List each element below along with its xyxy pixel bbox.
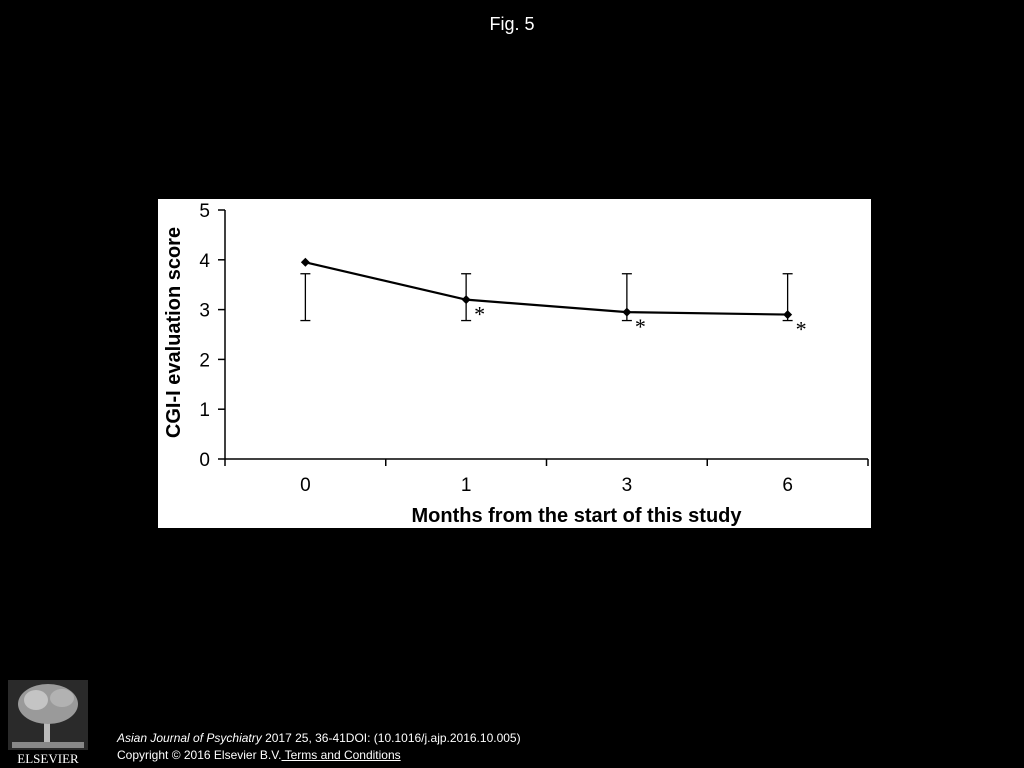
line-chart: 0 1 2 3 4 5 0 1 3 6 Months from the start of this … [163, 201, 869, 527]
y-tick-label: 4 [199, 251, 210, 272]
x-tick-label: 1 [461, 475, 472, 496]
y-tick-label: 2 [199, 350, 210, 371]
data-point [300, 257, 310, 267]
x-tick-label: 0 [300, 475, 311, 496]
data-point [622, 307, 632, 317]
x-tick-label: 3 [622, 475, 633, 496]
y-tick-label: 1 [199, 400, 210, 421]
chart-panel: 0 1 2 3 4 5 0 1 3 6 Months from the start of this … [158, 199, 871, 528]
x-axis-title: Months from the start of this study [412, 505, 743, 527]
significance-asterisk: * [474, 302, 485, 327]
series-line-group [300, 257, 793, 320]
data-point [461, 295, 471, 305]
figure-title: Fig. 5 [489, 14, 535, 34]
citation-details: 2017 25, 36-41DOI: (10.1016/j.ajp.2016.1… [261, 731, 521, 745]
chart-axes [218, 209, 869, 466]
terms-and-conditions-link[interactable]: Terms and Conditions [281, 748, 401, 762]
copyright-text: Copyright © 2016 Elsevier B.V. [117, 748, 282, 762]
chart-labels: 0 1 2 3 4 5 0 1 3 6 Months from the start of this … [163, 201, 807, 527]
elsevier-logo: ELSEVIER [8, 680, 88, 766]
copyright-line: Copyright © 2016 Elsevier B.V. Terms and… [117, 748, 401, 762]
data-point [783, 310, 793, 320]
journal-name: Asian Journal of Psychiatry [117, 731, 262, 745]
significance-asterisk: * [635, 314, 646, 339]
y-tick-label: 3 [199, 301, 210, 322]
x-tick-label: 6 [782, 475, 793, 496]
logo-wordmark: ELSEVIER [17, 751, 79, 766]
y-tick-label: 0 [199, 450, 210, 471]
y-tick-label: 5 [199, 201, 210, 222]
series-line [305, 261, 788, 316]
citation: Asian Journal of Psychiatry 2017 25, 36-… [117, 731, 521, 745]
significance-asterisk: * [796, 317, 807, 342]
y-axis-title: CGI-I evaluation score [163, 227, 185, 438]
